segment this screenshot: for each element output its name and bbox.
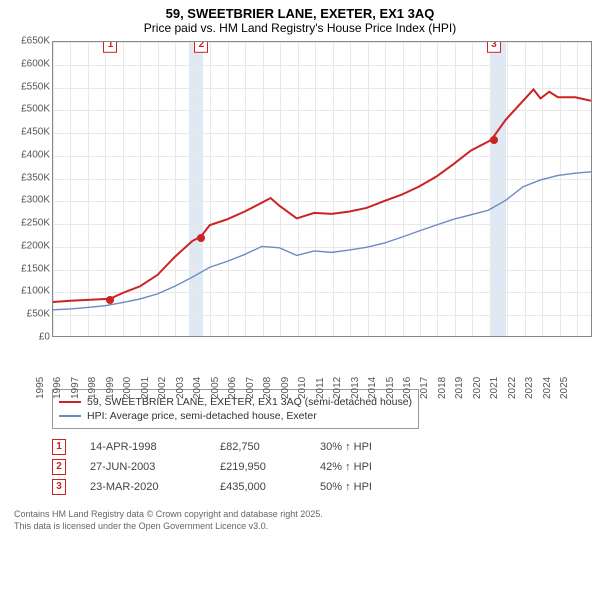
xtick-label: 2012 xyxy=(332,359,343,399)
sales-row-hpi: 30% ↑ HPI xyxy=(320,441,420,453)
xtick-label: 2005 xyxy=(210,359,221,399)
ytick-label: £500K xyxy=(8,104,50,115)
xtick-label: 2025 xyxy=(559,359,570,399)
xtick-label: 2023 xyxy=(524,359,535,399)
ytick-label: £50K xyxy=(8,309,50,320)
xtick-label: 2002 xyxy=(157,359,168,399)
sale-marker-dot xyxy=(106,296,114,304)
ytick-label: £600K xyxy=(8,58,50,69)
xtick-label: 2022 xyxy=(507,359,518,399)
sales-row-price: £82,750 xyxy=(220,441,320,453)
xtick-label: 2017 xyxy=(419,359,430,399)
xtick-label: 1996 xyxy=(52,359,63,399)
sales-row: 3 23-MAR-2020£435,00050% ↑ HPI xyxy=(52,479,592,495)
xtick-label: 2011 xyxy=(315,359,326,399)
ytick-label: £350K xyxy=(8,172,50,183)
ytick-label: £150K xyxy=(8,263,50,274)
xtick-label: 2009 xyxy=(280,359,291,399)
xtick-label: 2024 xyxy=(542,359,553,399)
xtick-label: 1999 xyxy=(105,359,116,399)
sales-row-marker: 1 xyxy=(52,439,66,455)
title-line-1: 59, SWEETBRIER LANE, EXETER, EX1 3AQ xyxy=(0,6,600,21)
sales-row-marker: 2 xyxy=(52,459,66,475)
xtick-label: 2010 xyxy=(297,359,308,399)
sale-marker-dot xyxy=(197,234,205,242)
ytick-label: £200K xyxy=(8,240,50,251)
sale-marker-dot xyxy=(490,136,498,144)
legend-swatch xyxy=(59,415,81,417)
plot-box: 1 2 3 xyxy=(52,41,592,337)
sales-row: 2 27-JUN-2003£219,95042% ↑ HPI xyxy=(52,459,592,475)
xtick-label: 2020 xyxy=(472,359,483,399)
sale-marker-box: 2 xyxy=(194,41,208,53)
sales-row-price: £219,950 xyxy=(220,461,320,473)
xtick-label: 2004 xyxy=(192,359,203,399)
xtick-label: 2021 xyxy=(489,359,500,399)
series-svg xyxy=(53,42,591,336)
xtick-label: 2003 xyxy=(175,359,186,399)
ytick-label: £250K xyxy=(8,218,50,229)
xtick-label: 2016 xyxy=(402,359,413,399)
chart-area: 1 2 3 £0 £50K £100K £150K £200K £250K £300K £350K… xyxy=(8,41,592,381)
xtick-label: 2000 xyxy=(122,359,133,399)
ytick-label: £0 xyxy=(8,332,50,343)
sales-row-hpi: 42% ↑ HPI xyxy=(320,461,420,473)
ytick-label: £400K xyxy=(8,149,50,160)
ytick-label: £100K xyxy=(8,286,50,297)
ytick-label: £300K xyxy=(8,195,50,206)
xtick-label: 2008 xyxy=(262,359,273,399)
xtick-label: 2018 xyxy=(437,359,448,399)
ytick-label: £450K xyxy=(8,127,50,138)
xtick-label: 2006 xyxy=(227,359,238,399)
xtick-label: 2013 xyxy=(350,359,361,399)
xtick-label: 2015 xyxy=(385,359,396,399)
series-line-price_paid xyxy=(53,89,591,302)
xtick-label: 2019 xyxy=(454,359,465,399)
sales-row-date: 14-APR-1998 xyxy=(90,441,220,453)
ytick-label: £650K xyxy=(8,36,50,47)
xtick-label: 2014 xyxy=(367,359,378,399)
footer-line-1: Contains HM Land Registry data © Crown c… xyxy=(14,509,592,521)
sales-table: 1 14-APR-1998£82,75030% ↑ HPI 2 27-JUN-2003… xyxy=(52,439,592,495)
ytick-label: £550K xyxy=(8,81,50,92)
sales-row-hpi: 50% ↑ HPI xyxy=(320,481,420,493)
xtick-label: 1998 xyxy=(87,359,98,399)
xtick-label: 1997 xyxy=(70,359,81,399)
xtick-label: 2001 xyxy=(140,359,151,399)
title-line-2: Price paid vs. HM Land Registry's House … xyxy=(0,21,600,35)
legend-row: HPI: Average price, semi-detached house,… xyxy=(59,410,412,422)
sales-row-date: 27-JUN-2003 xyxy=(90,461,220,473)
sale-marker-box: 3 xyxy=(487,41,501,53)
sale-marker-box: 1 xyxy=(103,41,117,53)
xtick-label: 2007 xyxy=(245,359,256,399)
sales-row-marker: 3 xyxy=(52,479,66,495)
sales-row-price: £435,000 xyxy=(220,481,320,493)
xtick-label: 1995 xyxy=(35,359,46,399)
footer: Contains HM Land Registry data © Crown c… xyxy=(14,509,592,532)
sales-row-date: 23-MAR-2020 xyxy=(90,481,220,493)
footer-line-2: This data is licensed under the Open Gov… xyxy=(14,521,592,533)
sales-row: 1 14-APR-1998£82,75030% ↑ HPI xyxy=(52,439,592,455)
legend-label: HPI: Average price, semi-detached house,… xyxy=(87,410,317,422)
legend-swatch xyxy=(59,401,81,403)
chart-title-block: 59, SWEETBRIER LANE, EXETER, EX1 3AQ Pri… xyxy=(0,0,600,37)
